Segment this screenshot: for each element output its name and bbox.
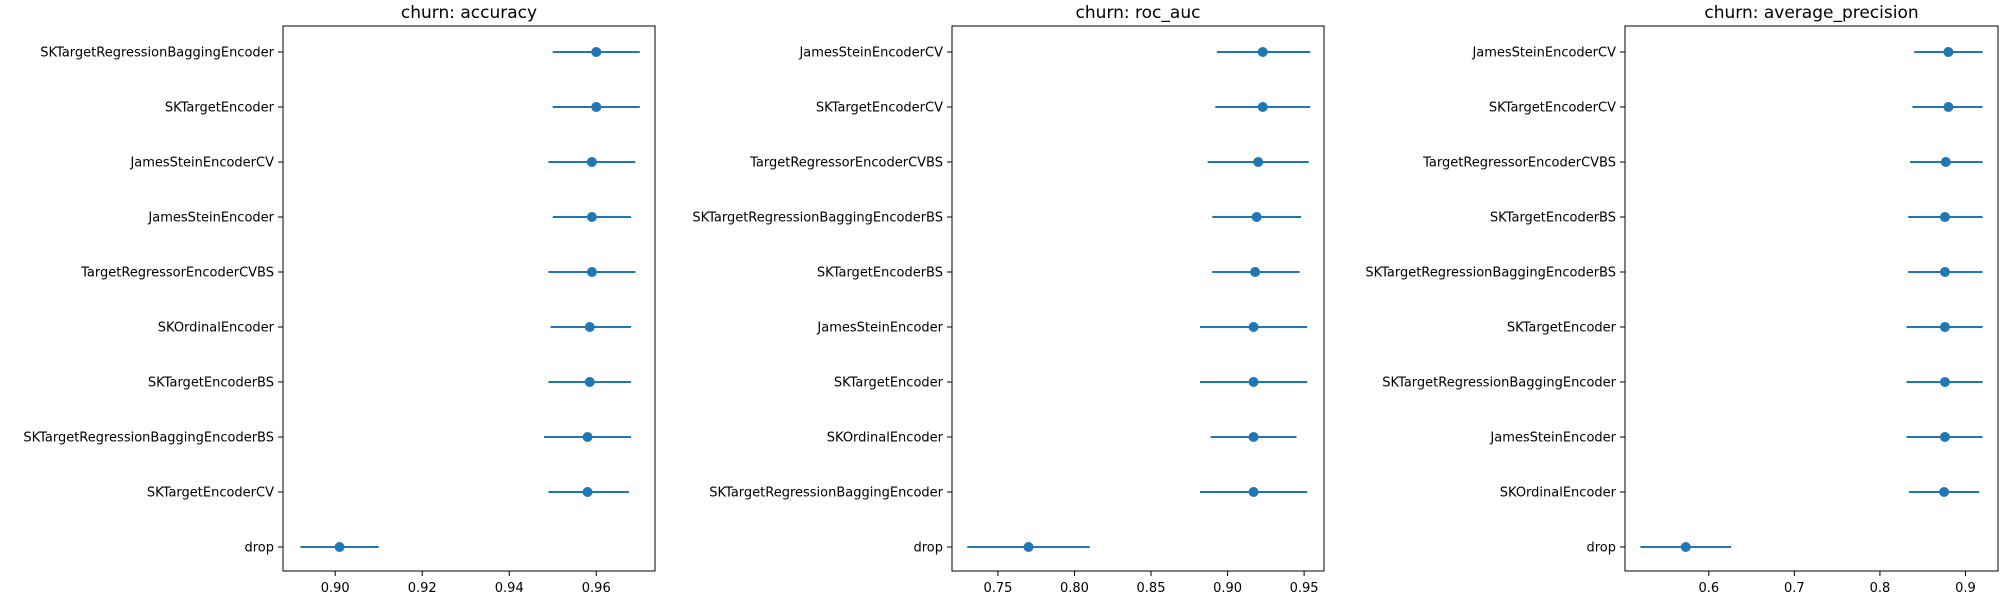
x-tick-label: 0.90 xyxy=(321,581,350,596)
y-tick-label: SKTargetEncoderCV xyxy=(816,101,943,116)
mean-point xyxy=(1939,267,1950,277)
mean-point xyxy=(582,487,593,497)
y-tick-label: SKOrdinalEncoder xyxy=(158,321,275,336)
mean-point xyxy=(1943,47,1954,57)
y-tick-label: drop xyxy=(913,541,943,556)
y-tick-label: SKTargetRegressionBaggingEncoder xyxy=(40,46,274,61)
mean-point xyxy=(1023,542,1034,552)
mean-point xyxy=(591,102,602,112)
chart-panel-1: churn: accuracy 0.90 0.92 0.94 0.96 SKTargetR… xyxy=(23,3,656,596)
plot-frame xyxy=(282,25,656,572)
y-tick-label: JamesSteinEncoderCV xyxy=(129,156,274,171)
x-tick-label: 0.9 xyxy=(1955,581,1976,596)
x-tick-label: 0.92 xyxy=(408,581,437,596)
x-tick-label: 0.8 xyxy=(1870,581,1891,596)
y-tick-label: TargetRegressorEncoderCVBS xyxy=(749,156,943,171)
mean-point xyxy=(1248,432,1259,442)
chart-title: churn: accuracy xyxy=(401,3,537,23)
mean-point xyxy=(586,157,597,167)
mean-point xyxy=(586,267,597,277)
plot-frame xyxy=(1624,25,1999,572)
y-tick-label: SKTargetRegressionBaggingEncoderBS xyxy=(692,211,943,226)
mean-point xyxy=(584,322,595,332)
mean-point xyxy=(1940,157,1951,167)
y-tick-label: SKTargetRegressionBaggingEncoder xyxy=(1382,376,1616,391)
mean-point xyxy=(1257,47,1268,57)
y-tick-label: JamesSteinEncoder xyxy=(1489,431,1616,446)
y-tick-label: drop xyxy=(244,541,274,556)
mean-point xyxy=(584,377,595,387)
x-tick-label: 0.7 xyxy=(1784,581,1805,596)
mean-point xyxy=(1248,377,1259,387)
y-tick-label: TargetRegressorEncoderCVBS xyxy=(1422,156,1616,171)
mean-point xyxy=(1248,487,1259,497)
y-tick-label: JamesSteinEncoderCV xyxy=(1471,46,1616,61)
x-tick-label: 0.6 xyxy=(1698,581,1719,596)
mean-point xyxy=(582,432,593,442)
y-tick-label: SKTargetRegressionBaggingEncoder xyxy=(709,486,943,501)
mean-point xyxy=(1939,322,1950,332)
mean-point xyxy=(1253,157,1264,167)
mean-point xyxy=(1680,542,1691,552)
mean-point xyxy=(1250,267,1261,277)
y-tick-label: SKTargetEncoderBS xyxy=(817,266,943,281)
mean-point xyxy=(591,47,602,57)
x-tick-label: 0.90 xyxy=(1213,581,1242,596)
mean-point xyxy=(1251,212,1262,222)
mean-point xyxy=(1939,487,1950,497)
x-tick-label: 0.94 xyxy=(495,581,524,596)
x-tick-label: 0.85 xyxy=(1137,581,1166,596)
y-tick-label: SKTargetEncoder xyxy=(165,101,275,116)
mean-point xyxy=(1257,102,1268,112)
y-tick-label: SKTargetEncoderBS xyxy=(1490,211,1616,226)
mean-point xyxy=(1939,432,1950,442)
y-tick-label: drop xyxy=(1586,541,1616,556)
mean-point xyxy=(334,542,345,552)
x-tick-label: 0.75 xyxy=(983,581,1012,596)
y-tick-label: SKTargetEncoder xyxy=(834,376,944,391)
x-tick-label: 0.96 xyxy=(582,581,611,596)
mean-point xyxy=(1248,322,1259,332)
mean-point xyxy=(1939,212,1950,222)
y-tick-label: SKTargetEncoderCV xyxy=(1489,101,1616,116)
y-tick-label: SKOrdinalEncoder xyxy=(827,431,944,446)
mean-point xyxy=(586,212,597,222)
plot-frame xyxy=(951,25,1325,572)
x-tick-label: 0.95 xyxy=(1290,581,1319,596)
chart-panel-3: churn: average_precision 0.6 0.7 0.8 0.9 Jame… xyxy=(1365,3,1999,596)
y-tick-label: SKTargetRegressionBaggingEncoderBS xyxy=(1365,266,1616,281)
y-tick-label: SKTargetRegressionBaggingEncoderBS xyxy=(23,431,274,446)
chart-panel-2: churn: roc_auc 0.75 0.80 0.85 0.90 0.95 JamesS… xyxy=(692,3,1325,596)
chart-title: churn: average_precision xyxy=(1704,3,1918,23)
y-tick-label: SKOrdinalEncoder xyxy=(1500,486,1617,501)
y-tick-label: SKTargetEncoderBS xyxy=(148,376,274,391)
y-tick-label: SKTargetEncoderCV xyxy=(147,486,274,501)
x-tick-label: 0.80 xyxy=(1060,581,1089,596)
y-tick-label: JamesSteinEncoder xyxy=(147,211,274,226)
y-tick-label: SKTargetEncoder xyxy=(1507,321,1617,336)
y-tick-label: TargetRegressorEncoderCVBS xyxy=(80,266,274,281)
y-tick-label: JamesSteinEncoder xyxy=(816,321,943,336)
chart-title: churn: roc_auc xyxy=(1076,3,1201,23)
mean-point xyxy=(1939,377,1950,387)
y-tick-label: JamesSteinEncoderCV xyxy=(798,46,943,61)
mean-point xyxy=(1943,102,1954,112)
